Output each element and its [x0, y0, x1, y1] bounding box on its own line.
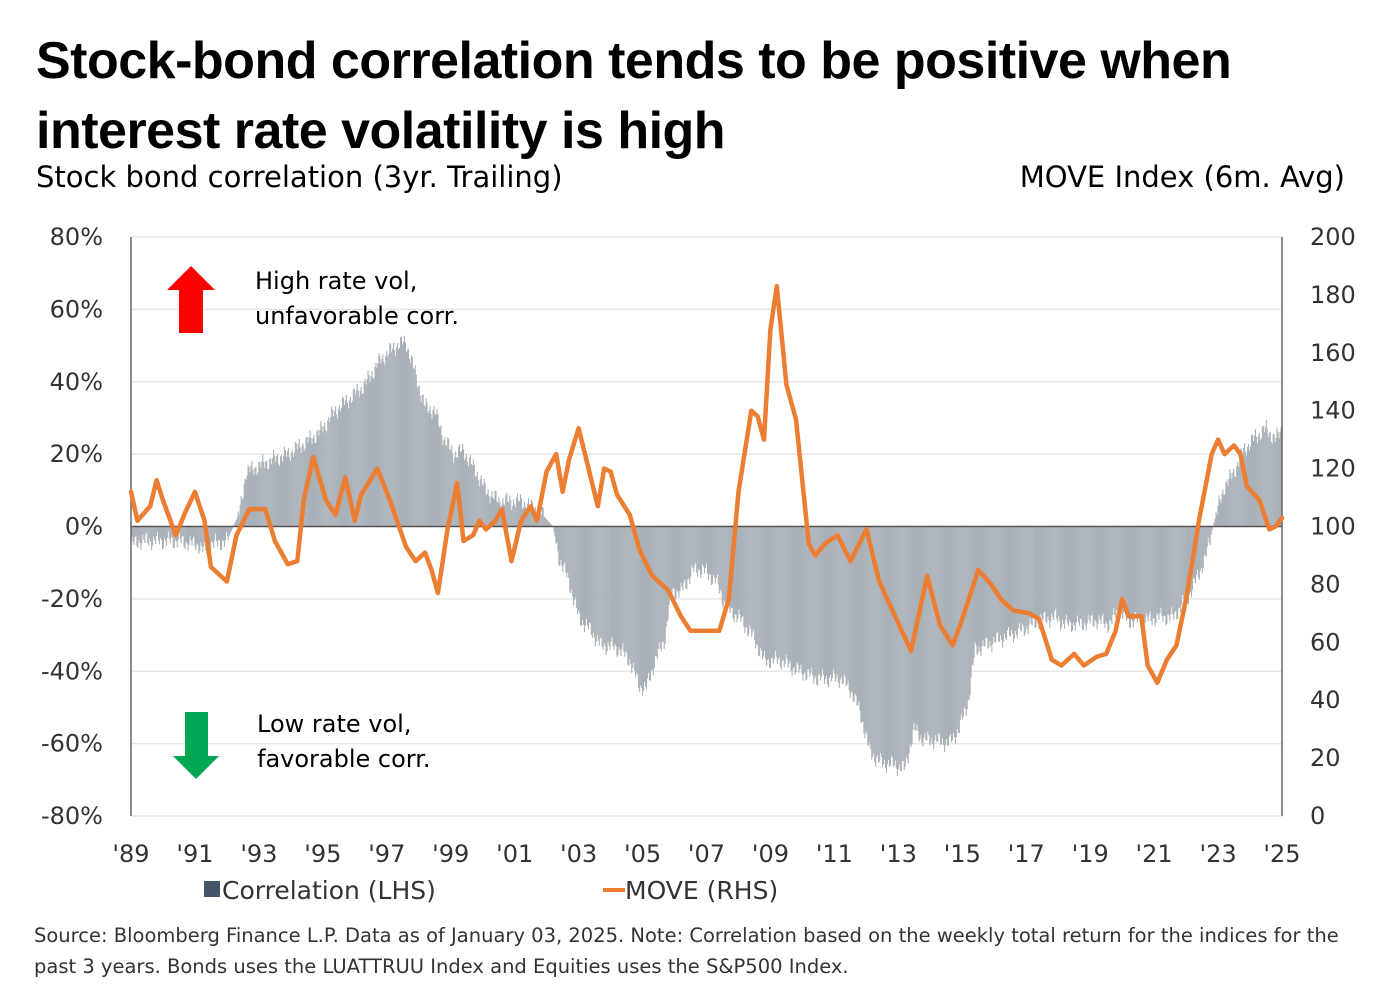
right-tick-label: 20: [1310, 744, 1341, 772]
x-tick-label: '01: [496, 840, 533, 868]
low-vol-label-line-2: favorable corr.: [257, 745, 431, 773]
x-tick-label: '25: [1263, 840, 1300, 868]
x-tick-label: '03: [560, 840, 597, 868]
right-tick-label: 200: [1310, 223, 1356, 251]
right-tick-label: 140: [1310, 397, 1356, 425]
left-tick-label: 60%: [50, 295, 103, 323]
left-tick-label: 80%: [50, 223, 103, 251]
left-tick-label: 40%: [50, 368, 103, 396]
right-tick-label: 0: [1310, 802, 1325, 830]
left-tick-label: 0%: [65, 513, 103, 541]
legend-label-correlation: Correlation (LHS): [222, 876, 436, 905]
left-tick-label: -40%: [41, 657, 103, 685]
right-tick-label: 40: [1310, 686, 1341, 714]
x-tick-label: '05: [624, 840, 661, 868]
chart-title: Stock-bond correlation tends to be posit…: [36, 26, 1232, 166]
right-axis-title: MOVE Index (6m. Avg): [1019, 160, 1345, 194]
left-tick-label: -20%: [41, 585, 103, 613]
x-tick-label: '11: [816, 840, 853, 868]
x-axis-ticks: '89 '91 '93 '95 '97 '99 '01 '03 '05 '07 '09 '11 '13 '…: [112, 840, 1300, 868]
legend-swatch-correlation: [204, 881, 220, 897]
x-tick-label: '93: [240, 840, 277, 868]
left-tick-label: -80%: [41, 802, 103, 830]
high-vol-label-line-2: unfavorable corr.: [255, 302, 459, 330]
legend-label-move: MOVE (RHS): [625, 876, 778, 905]
x-tick-label: '13: [880, 840, 917, 868]
chart-title-line-2: interest rate volatility is high: [36, 102, 726, 160]
right-tick-label: 100: [1310, 513, 1356, 541]
right-tick-label: 60: [1310, 628, 1341, 656]
x-tick-label: '17: [1008, 840, 1045, 868]
x-tick-label: '09: [752, 840, 789, 868]
x-tick-label: '21: [1136, 840, 1173, 868]
x-tick-label: '15: [944, 840, 981, 868]
x-tick-label: '99: [432, 840, 469, 868]
legend-swatch-move: [603, 888, 625, 892]
high-vol-label-line-1: High rate vol,: [255, 267, 417, 295]
left-tick-label: 20%: [50, 440, 103, 468]
x-tick-label: '07: [688, 840, 725, 868]
x-tick-label: '95: [304, 840, 341, 868]
up-arrow-icon: [167, 266, 215, 333]
x-tick-label: '19: [1072, 840, 1109, 868]
legend: Correlation (LHS) MOVE (RHS): [204, 876, 778, 905]
x-tick-label: '23: [1199, 840, 1236, 868]
left-axis-ticks: 80% 60% 40% 20% 0% -20% -40% -60% -80%: [41, 223, 103, 830]
x-tick-label: '91: [176, 840, 213, 868]
left-axis-title: Stock bond correlation (3yr. Trailing): [36, 160, 563, 194]
right-tick-label: 180: [1310, 281, 1356, 309]
left-tick-label: -60%: [41, 730, 103, 758]
down-arrow-icon: [173, 712, 219, 779]
x-tick-label: '89: [112, 840, 149, 868]
right-tick-label: 160: [1310, 339, 1356, 367]
right-tick-label: 120: [1310, 455, 1356, 483]
low-vol-label-line-1: Low rate vol,: [257, 710, 411, 738]
source-note: Source: Bloomberg Finance L.P. Data as o…: [34, 924, 1339, 978]
right-tick-label: 80: [1310, 570, 1341, 598]
chart-title-line-1: Stock-bond correlation tends to be posit…: [36, 32, 1232, 90]
move-line: [128, 283, 1285, 686]
x-tick-label: '97: [368, 840, 405, 868]
